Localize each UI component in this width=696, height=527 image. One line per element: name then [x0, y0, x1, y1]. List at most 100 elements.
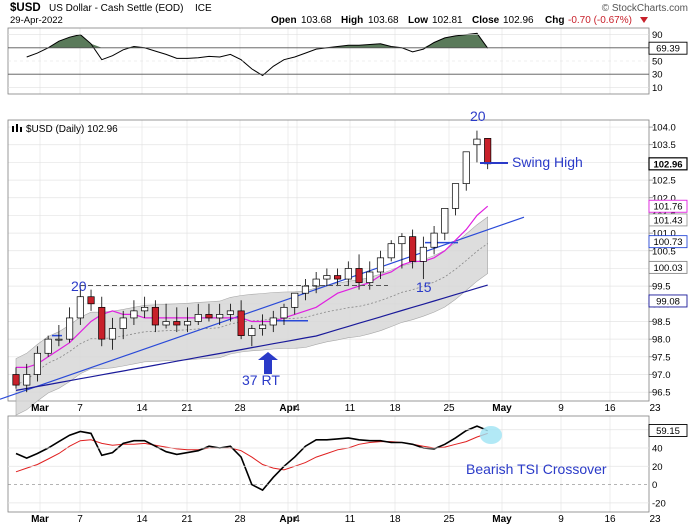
oscillator-value-box — [648, 41, 688, 55]
price-tag-box — [648, 235, 688, 249]
price-tag-box — [648, 199, 688, 213]
price-tick-label: 98.5 — [652, 317, 671, 328]
x-tick-label: 14 — [136, 403, 148, 414]
bollinger-band — [15, 216, 488, 416]
close-label: Close — [472, 15, 500, 26]
candle-body — [473, 138, 481, 146]
exchange-label: ICE — [195, 3, 212, 14]
price-tick-label: 96.5 — [652, 388, 671, 399]
tsi-value-box — [648, 424, 688, 437]
candle-body — [366, 271, 374, 283]
candle-body — [248, 328, 256, 336]
candle-body — [430, 232, 438, 248]
candle-body — [108, 328, 117, 340]
candle-body — [76, 296, 84, 319]
crossover-highlight — [480, 426, 502, 444]
price-band — [15, 216, 488, 416]
x-tick-label: 7 — [77, 514, 83, 525]
price-tag-label: 100.03 — [653, 263, 682, 274]
close-value: 102.96 — [503, 15, 534, 26]
candle-body — [259, 324, 267, 329]
x-tick-label: Mar — [31, 403, 49, 414]
price-tag-label: 101.43 — [653, 215, 682, 226]
tsi-panel — [15, 425, 489, 492]
x-tick-label: 21 — [181, 514, 193, 525]
up-arrow-icon — [258, 352, 278, 374]
down-arrow-icon — [640, 17, 648, 23]
price-tick-label: 104.0 — [652, 123, 676, 134]
swing-high-label: Swing High — [512, 154, 583, 170]
candle-body — [226, 310, 234, 315]
x-tick-label: 11 — [345, 514, 356, 525]
candle-body — [237, 310, 245, 336]
price-tick-label: 102.5 — [652, 176, 676, 187]
label-15: 15 — [416, 279, 432, 295]
tsi-tick-label: 20 — [652, 462, 663, 473]
price-tag-box — [648, 157, 688, 171]
price-tick-label: 101.0 — [652, 229, 676, 240]
x-tick-label: 18 — [389, 514, 401, 525]
candle-body — [66, 317, 74, 340]
x-tick-label: 9 — [558, 403, 564, 414]
candle-body — [173, 321, 181, 326]
candle-body — [291, 292, 299, 308]
candle-body — [323, 275, 331, 280]
security-name: US Dollar - Cash Settle (EOD) — [49, 3, 183, 14]
x-tick-label: 28 — [234, 514, 246, 525]
candle-body — [355, 268, 363, 283]
candle-body — [33, 352, 41, 375]
symbol-label: $USD — [10, 2, 41, 14]
candle-body — [44, 338, 52, 354]
candle-body — [387, 243, 395, 259]
candle-body — [484, 138, 492, 165]
candle-body — [23, 374, 31, 386]
price-tag-label: 100.73 — [653, 237, 682, 248]
candle-body — [162, 321, 170, 326]
price-tick-label: 97.5 — [652, 352, 671, 363]
candle-body — [183, 321, 192, 326]
x-tick-label: 7 — [77, 403, 83, 414]
candle-body — [344, 268, 352, 280]
price-tags: 102.96 101.76 101.43 100.73 100.03 99.08 — [648, 157, 688, 307]
oscillator-line — [26, 32, 489, 77]
oscillator-axis: 907050301069.39 — [8, 30, 688, 94]
tsi-tick-label: 0 — [652, 480, 657, 491]
price-tag-label: 101.76 — [653, 202, 682, 213]
candle-body — [141, 306, 149, 312]
price-tick-label: 102.0 — [652, 193, 676, 204]
price-tick-label: 103.5 — [652, 140, 676, 151]
annotations: Swing High 20 20 15 37 RT — [71, 108, 583, 388]
x-tick-label: 4 — [294, 403, 300, 414]
candle-body — [194, 314, 202, 322]
candle-body — [119, 317, 127, 329]
candle-body — [151, 306, 159, 326]
candle-body — [98, 306, 106, 340]
x-tick-label: 4 — [294, 514, 300, 525]
x-tick-label: May — [492, 514, 512, 525]
candle-body — [462, 151, 470, 184]
x-tick-label: 23 — [649, 514, 661, 525]
x-tick-label: 9 — [558, 514, 564, 525]
high-value: 103.68 — [368, 15, 399, 26]
tsi-tick-label: -20 — [652, 498, 666, 509]
oscillator-value: 69.39 — [656, 44, 680, 55]
x-tick-label: 18 — [389, 403, 401, 414]
x-tick-label: 11 — [345, 403, 356, 414]
price-tag-box — [648, 260, 688, 274]
candle-body — [376, 257, 385, 273]
oscillator-tick-label: 10 — [652, 83, 663, 94]
price-tag-label: 102.96 — [653, 159, 682, 170]
candles — [12, 130, 492, 393]
price-tick-label: 97.0 — [652, 370, 671, 381]
quote-line: Open 103.68 High 103.68 Low 102.81 Close… — [271, 15, 648, 26]
oscillator-panel — [26, 32, 489, 77]
fast-moving-average — [16, 205, 489, 368]
low-value: 102.81 — [432, 15, 463, 26]
candle-body — [130, 310, 138, 319]
x-tick-label: 25 — [443, 514, 455, 525]
candle-body — [87, 296, 95, 305]
chart-icon — [12, 124, 22, 132]
